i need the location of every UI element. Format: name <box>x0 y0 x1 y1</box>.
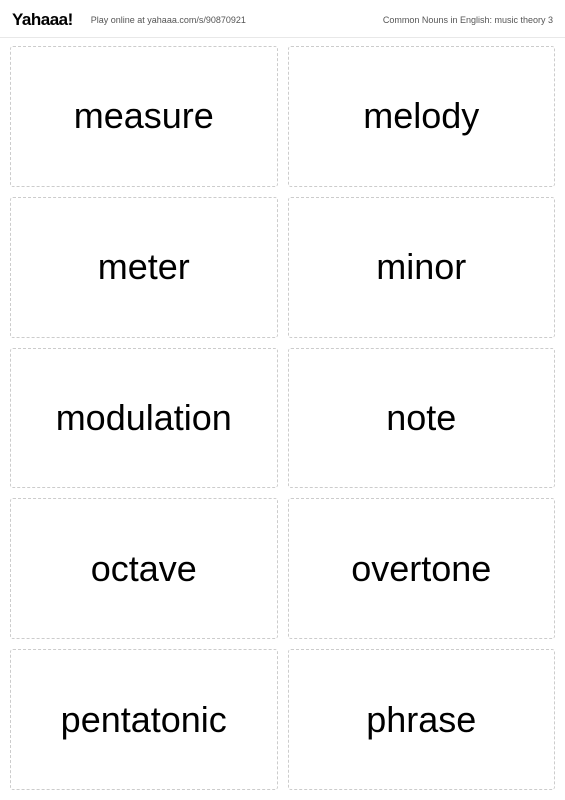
flashcard: overtone <box>288 498 556 639</box>
flashcard-word: modulation <box>56 400 232 436</box>
flashcard-word: meter <box>98 249 190 285</box>
flashcard: phrase <box>288 649 556 790</box>
flashcard: octave <box>10 498 278 639</box>
page-title: Common Nouns in English: music theory 3 <box>383 15 553 25</box>
flashcard: minor <box>288 197 556 338</box>
flashcard-word: measure <box>74 98 214 134</box>
flashcard: melody <box>288 46 556 187</box>
flashcard-word: phrase <box>366 702 476 738</box>
flashcard-word: note <box>386 400 456 436</box>
play-online-link[interactable]: Play online at yahaaa.com/s/90870921 <box>91 15 383 25</box>
flashcard: pentatonic <box>10 649 278 790</box>
flashcard: note <box>288 348 556 489</box>
header-bar: Yahaaa! Play online at yahaaa.com/s/9087… <box>0 0 565 38</box>
logo: Yahaaa! <box>12 10 73 30</box>
flashcard-grid: measure melody meter minor modulation no… <box>0 38 565 798</box>
flashcard-word: minor <box>376 249 466 285</box>
flashcard-word: overtone <box>351 551 491 587</box>
flashcard: modulation <box>10 348 278 489</box>
flashcard-word: octave <box>91 551 197 587</box>
flashcard-word: melody <box>363 98 479 134</box>
flashcard: meter <box>10 197 278 338</box>
flashcard: measure <box>10 46 278 187</box>
flashcard-word: pentatonic <box>61 702 227 738</box>
